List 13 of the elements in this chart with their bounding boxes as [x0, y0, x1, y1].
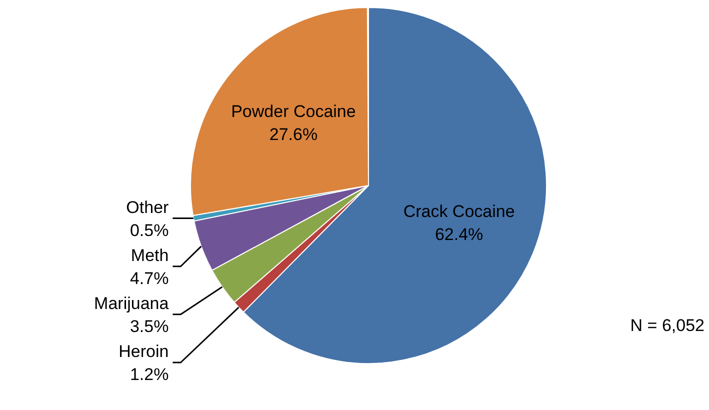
slice-label: Meth	[130, 246, 169, 265]
text: N = 6,052	[630, 316, 705, 335]
data-label: 27.6%	[269, 125, 318, 144]
data-label: 0.5%	[130, 220, 169, 240]
data-label: 1.2%	[130, 364, 169, 384]
slice-label: Crack Cocaine	[403, 202, 515, 222]
slice-label: Other	[126, 198, 170, 217]
data-label: 4.7%	[130, 268, 169, 288]
data-label: 62.4%	[434, 225, 484, 244]
data-label: 3.5%	[130, 316, 169, 336]
slice-label: Heroin	[118, 342, 169, 361]
slice-label: Powder Cocaine	[231, 102, 356, 122]
slice-label: Marijuana	[94, 294, 170, 313]
